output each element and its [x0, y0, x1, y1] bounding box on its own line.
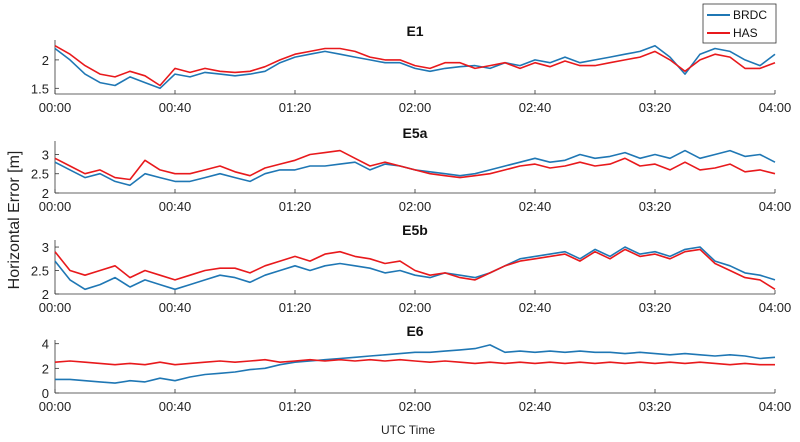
y-tick-label: 2 — [42, 287, 49, 302]
y-tick-label: 3 — [42, 147, 49, 162]
x-tick-label: 03:20 — [639, 300, 672, 315]
y-tick-label: 2.5 — [31, 264, 49, 279]
panel-title: E5b — [402, 222, 428, 238]
y-axis-label: Horizontal Error [m] — [6, 151, 23, 290]
x-tick-label: 02:40 — [519, 300, 552, 315]
x-tick-label: 04:00 — [759, 199, 792, 214]
y-tick-label: 2 — [42, 53, 49, 68]
x-tick-label: 02:00 — [399, 199, 432, 214]
x-tick-label: 04:00 — [759, 300, 792, 315]
legend-label-has: HAS — [733, 26, 758, 40]
y-tick-label: 1.5 — [31, 81, 49, 96]
x-tick-label: 02:00 — [399, 100, 432, 115]
x-tick-label: 00:40 — [159, 300, 192, 315]
series-line-brdc — [54, 44, 776, 90]
series-line-brdc — [54, 246, 776, 291]
y-tick-label: 0 — [42, 386, 49, 401]
legend: BRDC HAS — [702, 3, 777, 44]
panel-title: E6 — [406, 323, 423, 339]
x-tick-label: 03:20 — [639, 199, 672, 214]
x-tick-label: 04:00 — [759, 100, 792, 115]
x-tick-label: 00:40 — [159, 399, 192, 414]
y-tick-label: 3 — [42, 240, 49, 255]
x-tick-label: 01:20 — [279, 300, 312, 315]
series-line-has — [54, 149, 776, 181]
x-tick-label: 00:00 — [39, 300, 72, 315]
x-tick-label: 00:00 — [39, 100, 72, 115]
x-tick-label: 01:20 — [279, 399, 312, 414]
y-tick-label: 2.5 — [31, 167, 49, 182]
panel-e5b: E5b 2 2.5 3 00:00 00:40 01:20 02:00 02:40 03:20 04… — [31, 222, 791, 315]
x-tick-label: 02:00 — [399, 399, 432, 414]
legend-label-brdc: BRDC — [733, 8, 767, 22]
panel-e1: E1 1.5 2 00:00 00:40 01:20 02:00 02:40 03:20 04:0… — [31, 23, 791, 115]
y-tick-label: 2 — [42, 361, 49, 376]
panel-e5a: E5a 2 2.5 3 00:00 00:40 01:20 02:00 02:40 03:20 04… — [31, 125, 791, 214]
x-tick-label: 03:20 — [639, 399, 672, 414]
x-tick-label: 02:00 — [399, 300, 432, 315]
x-tick-label: 00:00 — [39, 399, 72, 414]
x-tick-label: 04:00 — [759, 399, 792, 414]
x-axis-label: UTC Time — [381, 423, 435, 437]
legend-box — [702, 3, 777, 44]
series-line-has — [54, 248, 776, 290]
x-tick-label: 00:00 — [39, 199, 72, 214]
panel-e6: E6 0 2 4 00:00 00:40 01:20 02:00 02:40 03:20 04:00 — [39, 323, 792, 414]
series-line-has — [54, 45, 776, 87]
x-tick-label: 02:40 — [519, 199, 552, 214]
y-tick-label: 4 — [42, 337, 49, 352]
x-tick-label: 03:20 — [639, 100, 672, 115]
series-line-has — [54, 358, 775, 366]
y-tick-label: 2 — [42, 186, 49, 201]
panel-title: E1 — [406, 23, 423, 39]
series-line-brdc — [55, 344, 776, 384]
x-tick-label: 02:40 — [519, 100, 552, 115]
x-tick-label: 00:40 — [159, 199, 192, 214]
panel-title: E5a — [403, 125, 428, 141]
x-tick-label: 00:40 — [159, 100, 192, 115]
x-tick-label: 02:40 — [519, 399, 552, 414]
x-tick-label: 01:20 — [279, 100, 312, 115]
x-tick-label: 01:20 — [279, 199, 312, 214]
